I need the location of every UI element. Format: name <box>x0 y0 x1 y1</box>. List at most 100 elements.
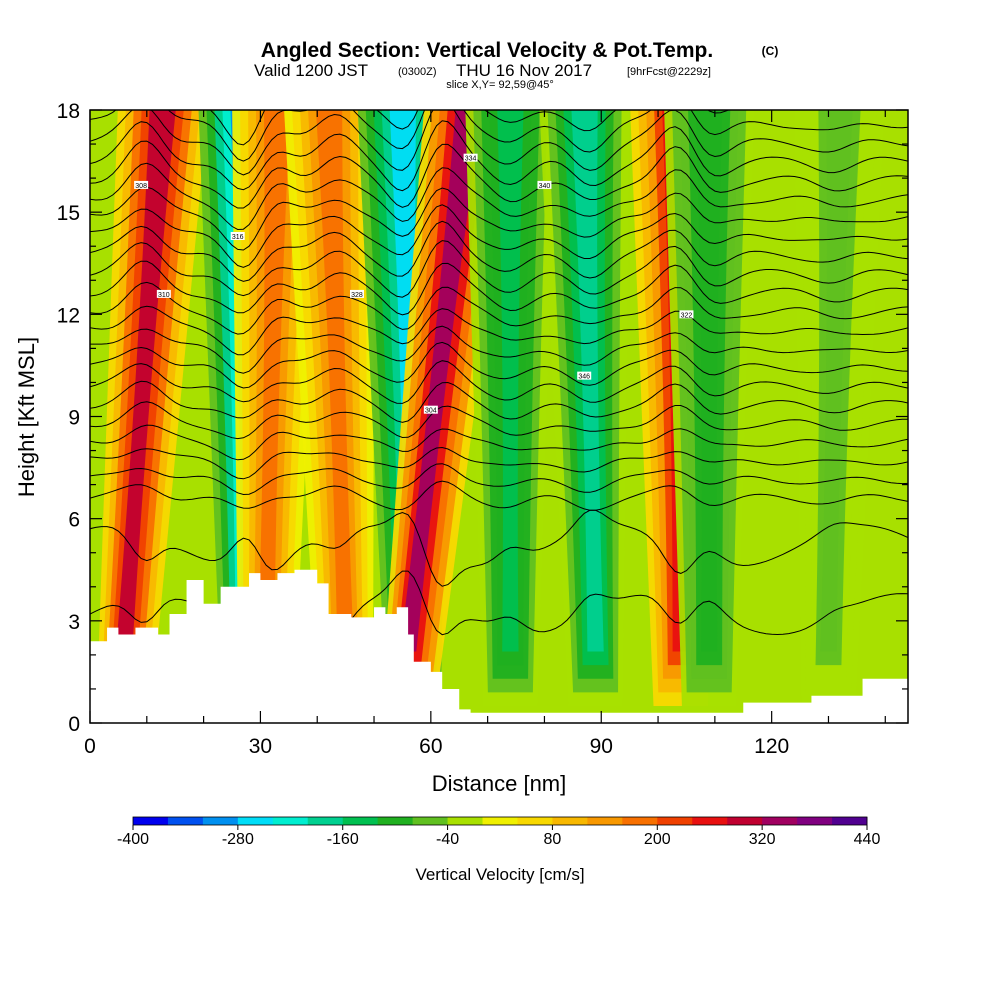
plot-area: 308 316 334 346 322 328 310 304 340 <box>90 110 908 723</box>
colorbar-title: Vertical Velocity [cm/s] <box>415 865 584 884</box>
isentrope <box>90 220 908 282</box>
contour-label-box <box>537 180 552 189</box>
subtitle-valid: Valid 1200 JST <box>254 61 368 80</box>
colorbar-swatch <box>762 817 798 825</box>
contour-label: 346 <box>577 371 592 381</box>
subtitle-date: THU 16 Nov 2017 <box>456 61 592 80</box>
isentrope <box>90 186 908 251</box>
colorbar-swatch <box>622 817 658 825</box>
isentrope <box>90 204 908 268</box>
isentrope <box>90 446 908 480</box>
colorbar-frame <box>132 816 868 826</box>
y-axis: 0 3 6 9 12 15 18 <box>57 100 908 736</box>
isentrope <box>90 162 908 231</box>
isentrope <box>90 240 908 298</box>
isentrope <box>90 120 908 192</box>
chart-title: Angled Section: Vertical Velocity & Pot.… <box>261 39 779 62</box>
contour-label: 308 <box>134 180 149 190</box>
isentrope <box>90 281 908 335</box>
colorbar-swatch <box>202 817 239 825</box>
velocity-band-shade <box>497 110 524 652</box>
terrain-mask <box>90 569 908 723</box>
isentrope <box>90 110 908 162</box>
contour-label-box <box>156 289 171 298</box>
x-tick-label: 60 <box>419 735 442 758</box>
contour-label-text: 346 <box>578 374 590 381</box>
contour-label-text: 310 <box>158 292 170 299</box>
y-tick-label: 6 <box>68 509 80 532</box>
contour-label-text: 322 <box>681 312 693 319</box>
y-tick-label: 9 <box>68 407 80 430</box>
contour-label: 334 <box>463 153 478 163</box>
contour-label-box <box>349 289 364 298</box>
colorbar-swatch <box>412 817 449 825</box>
colorbar-swatch <box>552 817 588 825</box>
contour-label-box <box>679 310 694 319</box>
contour-label: 340 <box>537 180 552 190</box>
colorbar-swatch <box>832 817 868 825</box>
contour-labels: 308 316 334 346 322 328 310 304 340 <box>134 153 694 415</box>
colorbar-label: -400 <box>117 831 149 848</box>
colorbar-swatch <box>447 817 484 825</box>
x-axis-label: Distance [nm] <box>432 771 567 796</box>
contour-label: 322 <box>679 310 694 319</box>
colorbar-label: 200 <box>644 831 671 848</box>
colorbar-label: 320 <box>749 831 776 848</box>
colorbar-swatch <box>517 817 553 825</box>
colorbar-swatch <box>342 817 379 825</box>
isentrope <box>90 325 908 374</box>
y-tick-label: 15 <box>57 202 80 225</box>
velocity-band <box>664 110 755 706</box>
contour-label-box <box>230 232 245 241</box>
isentrope <box>209 110 846 146</box>
velocity-band-shade <box>571 110 604 652</box>
colorbar-swatch <box>133 817 169 825</box>
contour-label-text: 334 <box>465 156 477 163</box>
potential-temperature-contours <box>90 110 908 648</box>
isentrope <box>90 424 908 461</box>
contour-label-box <box>577 371 592 380</box>
x-tick-label: 90 <box>590 735 613 758</box>
velocity-band-shade <box>257 110 291 652</box>
colorbar-swatch <box>237 817 274 825</box>
contour-label: 310 <box>156 289 171 299</box>
velocity-band-shade <box>696 110 723 652</box>
colorbar-swatch <box>587 817 623 825</box>
isentrope <box>90 305 908 356</box>
contour-label: 316 <box>230 232 245 241</box>
title-copyright-mark: (C) <box>762 44 779 58</box>
velocity-band <box>284 110 375 706</box>
contour-label-text: 340 <box>539 183 551 190</box>
y-tick-label: 18 <box>57 100 80 123</box>
colorbar-swatch <box>167 817 204 825</box>
velocity-band-shade <box>315 110 354 652</box>
colorbar-swatch <box>692 817 728 825</box>
velocity-band-shade <box>820 110 853 652</box>
contour-label-text: 316 <box>232 234 244 241</box>
subtitle-forecast: [9hrFcst@2229z] <box>627 66 711 78</box>
isentrope <box>90 509 908 587</box>
contour-label-text: 308 <box>135 183 147 190</box>
subtitle-zulu: (0300Z) <box>398 66 437 78</box>
colorbar: -400 -280 -160 -40 80 200 320 440 <box>117 816 880 848</box>
colorbar-swatch <box>377 817 414 825</box>
colorbar-label: 80 <box>544 831 562 848</box>
isentrope <box>90 110 908 176</box>
velocity-band <box>232 110 323 706</box>
isentrope <box>90 360 908 404</box>
x-tick-label: 120 <box>754 735 789 758</box>
contour-label-box <box>463 153 478 162</box>
contour-label-box <box>134 180 149 189</box>
colorbar-swatch <box>657 817 693 825</box>
velocity-band <box>539 110 630 706</box>
chart-subtitle: Valid 1200 JST (0300Z) THU 16 Nov 2017 [… <box>254 61 711 80</box>
isentrope <box>90 401 908 440</box>
velocity-field <box>96 110 885 706</box>
velocity-band <box>794 110 885 706</box>
y-tick-label: 12 <box>57 304 80 327</box>
y-tick-label: 3 <box>68 611 80 634</box>
contour-label-box <box>423 405 438 414</box>
isentrope <box>90 341 908 389</box>
title-text: Angled Section: Vertical Velocity & Pot.… <box>261 39 713 62</box>
